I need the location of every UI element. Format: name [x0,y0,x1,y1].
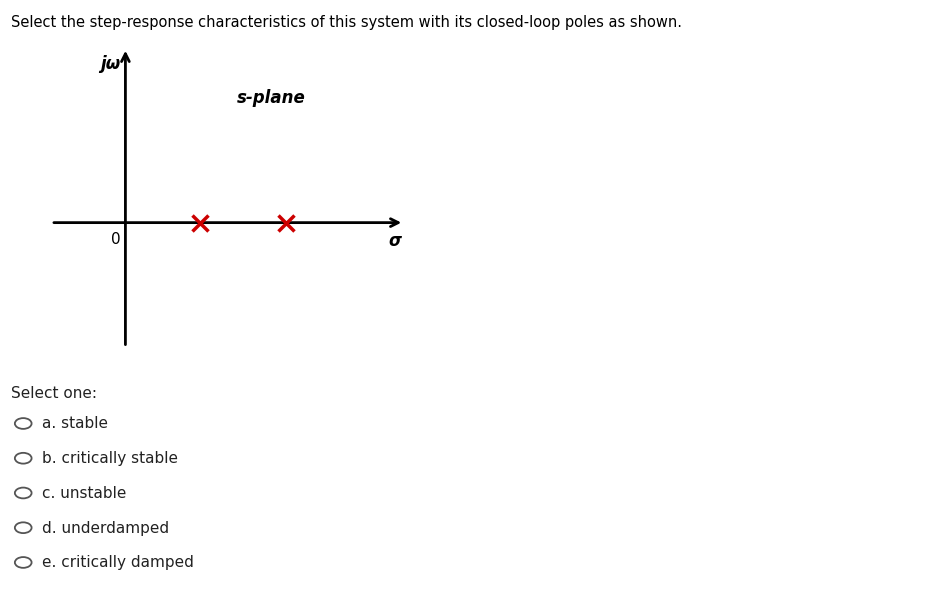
Text: s-plane: s-plane [237,89,305,107]
Text: c. unstable: c. unstable [42,486,126,501]
Text: 0: 0 [110,232,121,247]
Text: d. underdamped: d. underdamped [42,521,169,536]
Text: b. critically stable: b. critically stable [42,451,177,466]
Text: jω: jω [100,56,121,74]
Text: Select one:: Select one: [11,386,97,401]
Text: Select the step-response characteristics of this system with its closed-loop pol: Select the step-response characteristics… [11,15,681,30]
Text: σ: σ [388,232,401,250]
Text: a. stable: a. stable [42,416,108,431]
Text: e. critically damped: e. critically damped [42,555,193,570]
